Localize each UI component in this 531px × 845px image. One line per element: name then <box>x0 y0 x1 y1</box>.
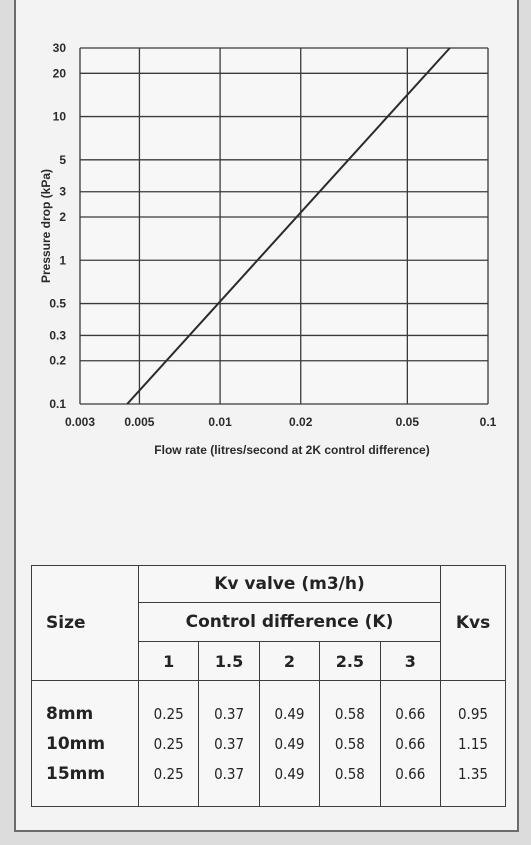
kv-value: 0.66 <box>395 704 426 723</box>
y-axis-title: Pressure drop (kPa) <box>39 169 53 283</box>
kv-value: 0.49 <box>274 734 305 753</box>
y-tick-label: 0.2 <box>49 354 66 368</box>
kvs-value: 1.35 <box>457 764 489 783</box>
y-tick-label: 5 <box>59 153 66 167</box>
y-tick-label: 3 <box>59 185 66 199</box>
y-tick-label: 2 <box>59 210 66 224</box>
size-value: 8mm <box>46 703 94 724</box>
kvs-header: Kvs <box>440 565 506 681</box>
diff-column-header: 1 <box>137 641 200 681</box>
diff-column-header: 2 <box>258 641 321 681</box>
x-tick-label: 0.003 <box>65 415 95 429</box>
x-tick-label: 0.05 <box>396 415 420 429</box>
kvs-value: 0.95 <box>457 704 489 723</box>
value-cell-column: 0.37 0.37 0.37 <box>198 680 260 807</box>
kv-value: 0.49 <box>274 764 305 783</box>
chart-tick-labels: 0.003 0.005 0.01 0.02 0.05 0.1 0.1 0.2 0.3 0.5 1 2 3… <box>49 41 496 429</box>
kv-valve-header: Kv valve (m3/h) <box>138 565 441 603</box>
kvs-cell-column: 0.95 1.15 1.35 <box>440 680 506 807</box>
kv-value: 0.25 <box>153 734 184 753</box>
y-tick-label: 0.5 <box>49 297 66 311</box>
series-line <box>126 47 451 405</box>
value-cell-column: 0.49 0.49 0.49 <box>258 680 321 807</box>
y-tick-label: 20 <box>53 66 67 80</box>
y-tick-label: 1 <box>59 253 66 267</box>
kv-value: 0.58 <box>334 734 365 753</box>
kv-value: 0.25 <box>153 764 184 783</box>
x-tick-label: 0.005 <box>124 415 154 429</box>
kv-value: 0.37 <box>214 764 245 783</box>
kv-value: 0.25 <box>153 704 184 723</box>
kv-value: 0.49 <box>274 704 305 723</box>
x-tick-label: 0.01 <box>208 415 232 429</box>
value-cell-column: 0.66 0.66 0.66 <box>379 680 442 807</box>
y-tick-label: 10 <box>53 110 67 124</box>
size-value: 15mm <box>46 763 106 784</box>
size-cell-column: 8mm 10mm 15mm <box>31 680 139 807</box>
pressure-drop-chart: 0.003 0.005 0.01 0.02 0.05 0.1 0.1 0.2 0.3 0.5 1 2 3… <box>39 41 497 457</box>
kv-value: 0.66 <box>395 734 426 753</box>
kv-value: 0.58 <box>334 764 365 783</box>
value-cell-column: 0.58 0.58 0.58 <box>319 680 381 807</box>
x-tick-label: 0.1 <box>480 415 497 429</box>
y-tick-label: 0.1 <box>49 397 66 411</box>
kvs-value: 1.15 <box>457 734 489 753</box>
table-header-row-3: 1 1.5 2 2.5 3 <box>32 641 506 681</box>
table-body-row: 8mm 10mm 15mm 0.25 0.25 0.25 0.37 0.37 0… <box>31 680 506 807</box>
diff-column-header: 3 <box>379 641 442 681</box>
x-axis-title: Flow rate (litres/second at 2K control d… <box>154 443 429 457</box>
size-header: Size <box>31 565 139 681</box>
chart-grid <box>79 47 489 405</box>
y-tick-label: 30 <box>53 41 67 55</box>
plot-area <box>80 48 488 404</box>
diff-column-header: 2.5 <box>319 641 381 681</box>
kv-value: 0.37 <box>214 704 245 723</box>
control-difference-header: Control difference (K) <box>138 602 441 642</box>
kv-value: 0.58 <box>334 704 365 723</box>
diff-column-header: 1.5 <box>198 641 260 681</box>
value-cell-column: 0.25 0.25 0.25 <box>137 680 200 807</box>
x-tick-label: 0.02 <box>289 415 313 429</box>
size-value: 10mm <box>46 733 106 754</box>
table-header-row-1: Size Kv valve (m3/h) Kvs <box>31 565 506 681</box>
kv-value: 0.37 <box>214 734 245 753</box>
y-tick-label: 0.3 <box>49 328 66 342</box>
kv-valve-table: Size Kv valve (m3/h) Kvs Control differe… <box>31 565 506 807</box>
kv-value: 0.66 <box>395 764 426 783</box>
chart-series <box>126 47 451 405</box>
